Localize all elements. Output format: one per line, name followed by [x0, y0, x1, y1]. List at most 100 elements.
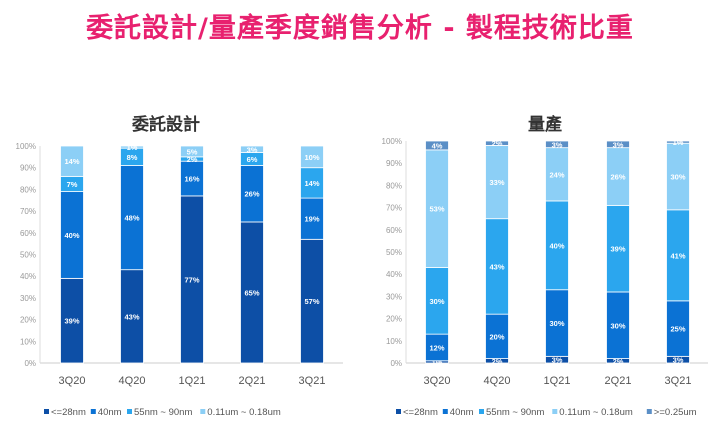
y-tick-label: 30%	[386, 292, 402, 301]
legend-label: 55nm ~ 90nm	[134, 407, 192, 418]
data-label: 2%	[492, 357, 503, 366]
x-tick-label: 2Q21	[605, 375, 632, 387]
y-tick-label: 90%	[386, 159, 402, 168]
bar-segment	[606, 140, 630, 149]
data-label: 2%	[492, 139, 503, 148]
data-label: 1%	[432, 358, 443, 367]
legend-swatch	[127, 409, 132, 414]
data-label: 65%	[244, 288, 259, 297]
data-label: 30%	[549, 319, 564, 328]
data-label: 30%	[429, 297, 444, 306]
data-label: 6%	[247, 155, 258, 164]
data-label: 19%	[304, 215, 319, 224]
bar-segment	[240, 145, 264, 153]
y-tick-label: 0%	[390, 359, 402, 368]
legend-label: 40nm	[98, 407, 122, 418]
data-label: 41%	[670, 251, 685, 260]
legend-swatch	[44, 409, 49, 414]
y-tick-label: 10%	[386, 337, 402, 346]
legend-swatch	[442, 409, 448, 414]
y-tick-label: 60%	[20, 229, 36, 238]
y-tick-label: 50%	[20, 251, 36, 260]
y-tick-label: 0%	[24, 359, 36, 368]
y-tick-label: 20%	[20, 316, 36, 325]
data-label: 25%	[670, 325, 685, 334]
y-tick-label: 50%	[386, 248, 402, 257]
data-label: 3%	[552, 356, 563, 365]
data-label: 40%	[64, 231, 79, 240]
bar-segment	[180, 145, 204, 158]
x-tick-label: 3Q21	[665, 375, 692, 387]
data-label: 39%	[64, 317, 79, 326]
data-label: 57%	[304, 297, 319, 306]
data-label: 8%	[127, 153, 138, 162]
data-label: 1%	[127, 143, 138, 152]
page-title: 委託設計/量產季度銷售分析 - 製程技術比重	[86, 13, 634, 44]
legend-label: <=28nm	[51, 407, 86, 418]
legend-swatch	[90, 409, 96, 414]
legend-label: 55nm ~ 90nm	[486, 407, 544, 418]
data-label: 26%	[610, 173, 625, 182]
bar-segment	[485, 140, 509, 146]
y-tick-label: 80%	[20, 185, 36, 194]
data-label: 24%	[549, 170, 564, 179]
data-label: 3%	[552, 140, 563, 149]
data-label: 26%	[244, 190, 259, 199]
y-tick-label: 40%	[386, 270, 402, 279]
data-label: 40%	[549, 241, 564, 250]
x-tick-label: 4Q20	[119, 375, 146, 387]
legend-swatch	[200, 409, 206, 414]
data-label: 43%	[489, 262, 504, 271]
data-label: 5%	[187, 147, 198, 156]
legend-label: 0.11um ~ 0.18um	[207, 407, 281, 418]
data-label: 16%	[184, 175, 199, 184]
legend-swatch	[479, 409, 484, 414]
x-tick-label: 2Q21	[239, 375, 266, 387]
y-tick-label: 80%	[386, 181, 402, 190]
data-label: 3%	[247, 145, 258, 154]
data-label: 2%	[613, 357, 624, 366]
data-label: 3%	[673, 356, 684, 365]
y-tick-label: 20%	[386, 315, 402, 324]
bar-segment	[425, 140, 449, 151]
y-tick-label: 70%	[20, 207, 36, 216]
x-tick-label: 3Q20	[424, 375, 451, 387]
x-tick-label: 1Q21	[179, 375, 206, 387]
legend-label: <=28nm	[403, 407, 438, 418]
legend-label: >=0.25um	[654, 407, 697, 418]
data-label: 43%	[124, 312, 139, 321]
x-tick-label: 1Q21	[544, 375, 571, 387]
x-tick-label: 3Q21	[299, 375, 326, 387]
data-label: 14%	[64, 157, 79, 166]
y-tick-label: 100%	[382, 137, 402, 146]
legend-swatch	[552, 409, 558, 414]
data-label: 30%	[670, 173, 685, 182]
data-label: 77%	[184, 275, 199, 284]
data-label: 3%	[613, 140, 624, 149]
data-label: 14%	[304, 179, 319, 188]
bar-segment	[120, 145, 144, 149]
legend-label: 40nm	[450, 407, 474, 418]
chart-title-production: 量產	[528, 115, 562, 135]
chart-title-design: 委託設計	[132, 115, 200, 135]
bar-segment	[666, 140, 690, 144]
y-tick-label: 30%	[20, 294, 36, 303]
data-label: 48%	[124, 214, 139, 223]
y-tick-label: 40%	[20, 272, 36, 281]
bar-segment	[545, 140, 569, 149]
data-label: 30%	[610, 321, 625, 330]
x-tick-label: 4Q20	[484, 375, 511, 387]
y-tick-label: 90%	[20, 164, 36, 173]
y-tick-label: 60%	[386, 226, 402, 235]
bar-segment	[300, 145, 324, 169]
data-label: 7%	[67, 180, 78, 189]
y-tick-label: 100%	[16, 142, 36, 151]
data-label: 20%	[489, 332, 504, 341]
data-label: 2%	[187, 155, 198, 164]
data-label: 39%	[610, 245, 625, 254]
data-label: 12%	[429, 343, 444, 352]
legend-label: 0.11um ~ 0.18um	[559, 407, 633, 418]
data-label: 10%	[304, 153, 319, 162]
data-label: 1%	[673, 138, 684, 147]
